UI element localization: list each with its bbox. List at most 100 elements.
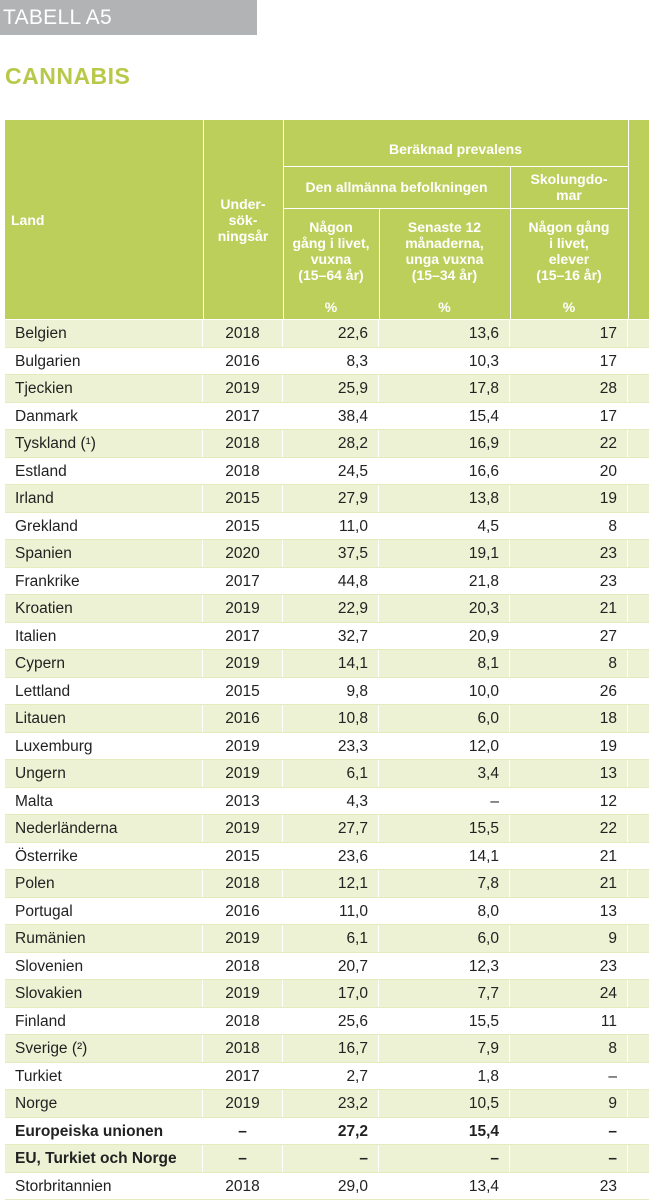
edge-cell xyxy=(628,678,649,705)
survey-year-cell: 2015 xyxy=(203,512,283,539)
lifetime-adults-cell: 24,5 xyxy=(283,457,379,484)
table-row: EU, Turkiet och Norge – – – – xyxy=(5,1145,649,1173)
lifetime-students-cell: 13 xyxy=(510,897,628,924)
lifetime-students-cell: 23 xyxy=(510,952,628,979)
table-row: Belgien 2018 22,6 13,6 17 xyxy=(5,320,649,348)
last-year-young-cell: 17,8 xyxy=(379,375,510,402)
last-year-young-cell: 12,0 xyxy=(379,732,510,759)
edge-cell xyxy=(628,733,649,760)
table-number-label: TABELL A5 xyxy=(0,0,257,35)
last-year-young-cell: 8,1 xyxy=(379,650,510,677)
edge-cell xyxy=(628,953,649,980)
table-row: Cypern 2019 14,1 8,1 8 xyxy=(5,650,649,678)
edge-cell xyxy=(628,788,649,815)
last-year-young-cell: 14,1 xyxy=(379,842,510,869)
country-cell: Bulgarien xyxy=(5,347,203,374)
last-year-young-cell: 3,4 xyxy=(379,760,510,787)
edge-cell xyxy=(628,403,649,430)
table-row: Rumänien 2019 6,1 6,0 9 xyxy=(5,925,649,953)
lifetime-students-cell: 23 xyxy=(510,540,628,567)
last-year-young-cell: 13,8 xyxy=(379,485,510,512)
edge-cell xyxy=(628,1173,649,1200)
country-cell: Estland xyxy=(5,457,203,484)
country-cell: Turkiet xyxy=(5,1062,203,1089)
country-cell: Tyskland (¹) xyxy=(5,430,203,457)
last-year-young-cell: 6,0 xyxy=(379,925,510,952)
last-year-young-cell: – xyxy=(379,787,510,814)
edge-cell xyxy=(628,870,649,897)
lifetime-adults-cell: 11,0 xyxy=(283,897,379,924)
last-year-young-cell: 7,9 xyxy=(379,1035,510,1062)
country-cell: Spanien xyxy=(5,540,203,567)
survey-year-cell: 2019 xyxy=(203,1090,283,1117)
country-cell: Litauen xyxy=(5,705,203,732)
table-row: Polen 2018 12,1 7,8 21 xyxy=(5,870,649,898)
lifetime-students-cell: 23 xyxy=(510,567,628,594)
last-year-young-cell: – xyxy=(379,1145,510,1172)
lifetime-students-cell: 21 xyxy=(510,595,628,622)
edge-cell xyxy=(628,320,649,347)
header-lifetime-students: Någon gång i livet, elever (15–16 år) xyxy=(510,208,628,294)
table-row: Storbritannien 2018 29,0 13,4 23 xyxy=(5,1172,649,1200)
last-year-young-cell: 15,4 xyxy=(379,402,510,429)
lifetime-adults-cell: 32,7 xyxy=(283,622,379,649)
table-row: Litauen 2016 10,8 6,0 18 xyxy=(5,705,649,733)
lifetime-students-cell: 19 xyxy=(510,485,628,512)
lifetime-students-cell: 22 xyxy=(510,430,628,457)
country-cell: Sverige (²) xyxy=(5,1035,203,1062)
country-cell: Malta xyxy=(5,787,203,814)
last-year-young-cell: 4,5 xyxy=(379,512,510,539)
table-row: Grekland 2015 11,0 4,5 8 xyxy=(5,512,649,540)
survey-year-cell: 2017 xyxy=(203,567,283,594)
survey-year-cell: 2016 xyxy=(203,347,283,374)
lifetime-students-cell: 22 xyxy=(510,815,628,842)
last-year-young-cell: 10,5 xyxy=(379,1090,510,1117)
lifetime-adults-cell: 25,6 xyxy=(283,1007,379,1034)
country-cell: Grekland xyxy=(5,512,203,539)
edge-cell xyxy=(628,705,649,732)
header-edge-mid xyxy=(628,166,649,208)
lifetime-adults-cell: 8,3 xyxy=(283,347,379,374)
edge-cell xyxy=(628,568,649,595)
edge-cell xyxy=(628,458,649,485)
lifetime-adults-cell: 2,7 xyxy=(283,1062,379,1089)
last-year-young-cell: 10,3 xyxy=(379,347,510,374)
lifetime-adults-cell: 4,3 xyxy=(283,787,379,814)
lifetime-adults-cell: 28,2 xyxy=(283,430,379,457)
table-row: Tyskland (¹) 2018 28,2 16,9 22 xyxy=(5,430,649,458)
last-year-young-cell: 15,4 xyxy=(379,1117,510,1144)
lifetime-students-cell: 13 xyxy=(510,760,628,787)
lifetime-adults-cell: 23,6 xyxy=(283,842,379,869)
survey-year-cell: 2015 xyxy=(203,842,283,869)
last-year-young-cell: 20,3 xyxy=(379,595,510,622)
lifetime-adults-cell: 29,0 xyxy=(283,1172,379,1199)
table-row: Norge 2019 23,2 10,5 9 xyxy=(5,1090,649,1118)
survey-year-cell: – xyxy=(203,1117,283,1144)
table-row: Österrike 2015 23,6 14,1 21 xyxy=(5,842,649,870)
lifetime-students-cell: 17 xyxy=(510,347,628,374)
country-cell: Europeiska unionen xyxy=(5,1117,203,1144)
survey-year-cell: 2018 xyxy=(203,457,283,484)
country-cell: Nederländerna xyxy=(5,815,203,842)
survey-year-cell: 2020 xyxy=(203,540,283,567)
table-row: Finland 2018 25,6 15,5 11 xyxy=(5,1007,649,1035)
survey-year-cell: 2017 xyxy=(203,1062,283,1089)
edge-cell xyxy=(628,1035,649,1062)
table-row: Tjeckien 2019 25,9 17,8 28 xyxy=(5,375,649,403)
country-cell: Tjeckien xyxy=(5,375,203,402)
lifetime-students-cell: – xyxy=(510,1062,628,1089)
country-cell: Italien xyxy=(5,622,203,649)
survey-year-cell: 2015 xyxy=(203,677,283,704)
lifetime-students-cell: 21 xyxy=(510,870,628,897)
country-cell: Lettland xyxy=(5,677,203,704)
lifetime-adults-cell: 12,1 xyxy=(283,870,379,897)
survey-year-cell: 2018 xyxy=(203,1172,283,1199)
lifetime-students-cell: 20 xyxy=(510,457,628,484)
lifetime-students-cell: 8 xyxy=(510,650,628,677)
edge-cell xyxy=(628,430,649,457)
table-row: Nederländerna 2019 27,7 15,5 22 xyxy=(5,815,649,843)
edge-cell xyxy=(628,1145,649,1172)
last-year-young-cell: 15,5 xyxy=(379,1007,510,1034)
table-row: Luxemburg 2019 23,3 12,0 19 xyxy=(5,732,649,760)
table-row: Italien 2017 32,7 20,9 27 xyxy=(5,622,649,650)
